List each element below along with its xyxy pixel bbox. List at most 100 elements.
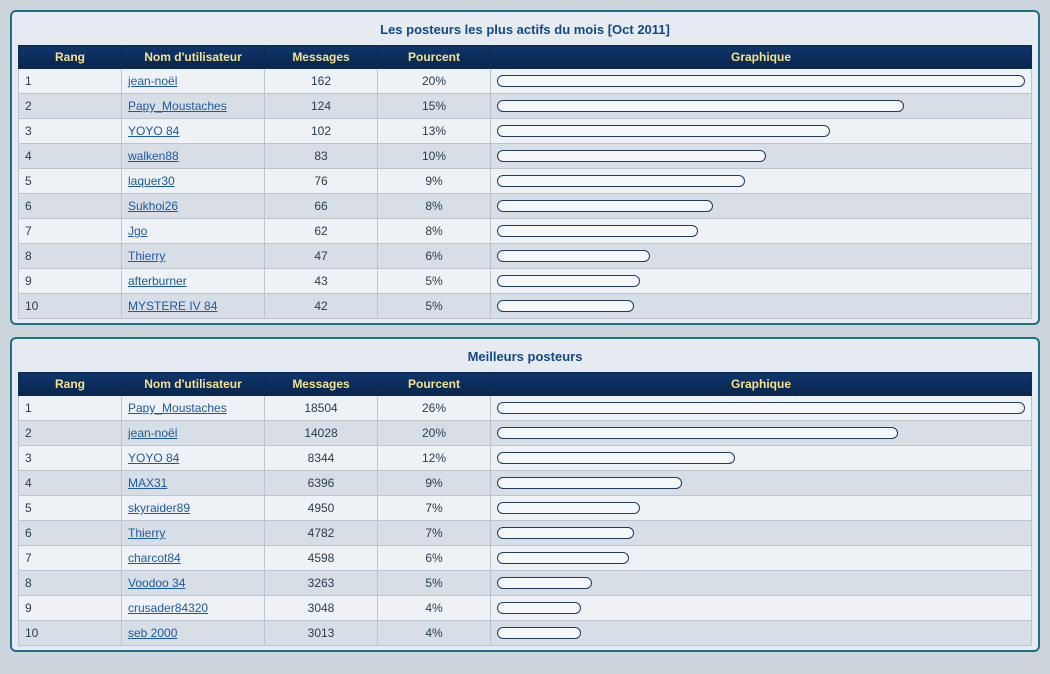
user-cell: Voodoo 34 bbox=[122, 571, 265, 596]
messages-cell: 8344 bbox=[265, 446, 378, 471]
col-header-percent: Pourcent bbox=[378, 373, 491, 396]
table-row: 10seb 200030134% bbox=[19, 621, 1032, 646]
user-link[interactable]: jean-noël bbox=[128, 74, 177, 88]
table-row: 6 Thierry 47827% bbox=[19, 521, 1032, 546]
user-cell: walken88 bbox=[122, 144, 265, 169]
user-link[interactable]: laquer30 bbox=[128, 174, 175, 188]
graph-cell bbox=[491, 94, 1032, 119]
messages-cell: 18504 bbox=[265, 396, 378, 421]
progress-bar bbox=[497, 552, 629, 564]
percent-cell: 8% bbox=[378, 219, 491, 244]
user-link[interactable]: MAX31 bbox=[128, 476, 167, 490]
user-link[interactable]: Thierry bbox=[128, 249, 165, 263]
panel-title: Meilleurs posteurs bbox=[18, 345, 1032, 372]
user-link[interactable]: seb 2000 bbox=[128, 626, 177, 640]
messages-cell: 66 bbox=[265, 194, 378, 219]
percent-cell: 13% bbox=[378, 119, 491, 144]
graph-cell bbox=[491, 244, 1032, 269]
messages-cell: 3263 bbox=[265, 571, 378, 596]
user-link[interactable]: MYSTERE IV 84 bbox=[128, 299, 217, 313]
user-cell: MYSTERE IV 84 bbox=[122, 294, 265, 319]
graph-cell bbox=[491, 144, 1032, 169]
table-row: 5skyraider8949507% bbox=[19, 496, 1032, 521]
user-link[interactable]: YOYO 84 bbox=[128, 451, 179, 465]
col-header-rank: Rang bbox=[19, 46, 122, 69]
percent-cell: 20% bbox=[378, 421, 491, 446]
col-header-messages: Messages bbox=[265, 373, 378, 396]
rank-cell: 6 bbox=[19, 194, 122, 219]
user-cell: Jgo bbox=[122, 219, 265, 244]
messages-cell: 3013 bbox=[265, 621, 378, 646]
progress-bar bbox=[497, 402, 1025, 414]
user-link[interactable]: Thierry bbox=[128, 526, 165, 540]
progress-bar bbox=[497, 125, 830, 137]
graph-cell bbox=[491, 471, 1032, 496]
graph-cell bbox=[491, 219, 1032, 244]
rank-cell: 8 bbox=[19, 244, 122, 269]
user-link[interactable]: Jgo bbox=[128, 224, 147, 238]
graph-cell bbox=[491, 446, 1032, 471]
graph-cell bbox=[491, 571, 1032, 596]
rank-cell: 2 bbox=[19, 421, 122, 446]
user-link[interactable]: Papy_Moustaches bbox=[128, 99, 227, 113]
user-link[interactable]: Papy_Moustaches bbox=[128, 401, 227, 415]
user-link[interactable]: skyraider89 bbox=[128, 501, 190, 515]
user-cell: Sukhoi26 bbox=[122, 194, 265, 219]
stats-table: RangNom d'utilisateurMessagesPourcentGra… bbox=[18, 45, 1032, 319]
graph-cell bbox=[491, 69, 1032, 94]
col-header-user: Nom d'utilisateur bbox=[122, 373, 265, 396]
messages-cell: 4950 bbox=[265, 496, 378, 521]
user-link[interactable]: jean-noël bbox=[128, 426, 177, 440]
progress-bar bbox=[497, 250, 650, 262]
table-row: 8Voodoo 3432635% bbox=[19, 571, 1032, 596]
progress-bar bbox=[497, 275, 640, 287]
graph-cell bbox=[491, 294, 1032, 319]
percent-cell: 20% bbox=[378, 69, 491, 94]
user-cell: Thierry bbox=[122, 521, 265, 546]
user-cell: MAX31 bbox=[122, 471, 265, 496]
progress-bar bbox=[497, 527, 634, 539]
col-header-graph: Graphique bbox=[491, 373, 1032, 396]
percent-cell: 7% bbox=[378, 521, 491, 546]
table-row: 4walken888310% bbox=[19, 144, 1032, 169]
messages-cell: 14028 bbox=[265, 421, 378, 446]
messages-cell: 6396 bbox=[265, 471, 378, 496]
progress-bar bbox=[497, 225, 698, 237]
progress-bar bbox=[497, 602, 581, 614]
table-row: 7charcot8445986% bbox=[19, 546, 1032, 571]
progress-bar bbox=[497, 300, 634, 312]
table-row: 9crusader8432030484% bbox=[19, 596, 1032, 621]
user-link[interactable]: afterburner bbox=[128, 274, 187, 288]
user-link[interactable]: walken88 bbox=[128, 149, 179, 163]
user-link[interactable]: charcot84 bbox=[128, 551, 181, 565]
messages-cell: 47 bbox=[265, 244, 378, 269]
messages-cell: 4598 bbox=[265, 546, 378, 571]
percent-cell: 10% bbox=[378, 144, 491, 169]
table-row: 8Thierry476% bbox=[19, 244, 1032, 269]
rank-cell: 6 bbox=[19, 521, 122, 546]
messages-cell: 4782 bbox=[265, 521, 378, 546]
user-cell: laquer30 bbox=[122, 169, 265, 194]
user-link[interactable]: Sukhoi26 bbox=[128, 199, 178, 213]
messages-cell: 76 bbox=[265, 169, 378, 194]
graph-cell bbox=[491, 169, 1032, 194]
rank-cell: 7 bbox=[19, 219, 122, 244]
messages-cell: 43 bbox=[265, 269, 378, 294]
percent-cell: 9% bbox=[378, 169, 491, 194]
user-link[interactable]: Voodoo 34 bbox=[128, 576, 185, 590]
stats-panel: Les posteurs les plus actifs du mois [Oc… bbox=[10, 10, 1040, 325]
rank-cell: 2 bbox=[19, 94, 122, 119]
graph-cell bbox=[491, 269, 1032, 294]
panel-title: Les posteurs les plus actifs du mois [Oc… bbox=[18, 18, 1032, 45]
messages-cell: 3048 bbox=[265, 596, 378, 621]
graph-cell bbox=[491, 521, 1032, 546]
user-link[interactable]: YOYO 84 bbox=[128, 124, 179, 138]
rank-cell: 3 bbox=[19, 446, 122, 471]
rank-cell: 3 bbox=[19, 119, 122, 144]
rank-cell: 4 bbox=[19, 471, 122, 496]
user-cell: Papy_Moustaches bbox=[122, 396, 265, 421]
messages-cell: 162 bbox=[265, 69, 378, 94]
table-row: 3YOYO 84834412% bbox=[19, 446, 1032, 471]
progress-bar bbox=[497, 100, 904, 112]
user-link[interactable]: crusader84320 bbox=[128, 601, 208, 615]
